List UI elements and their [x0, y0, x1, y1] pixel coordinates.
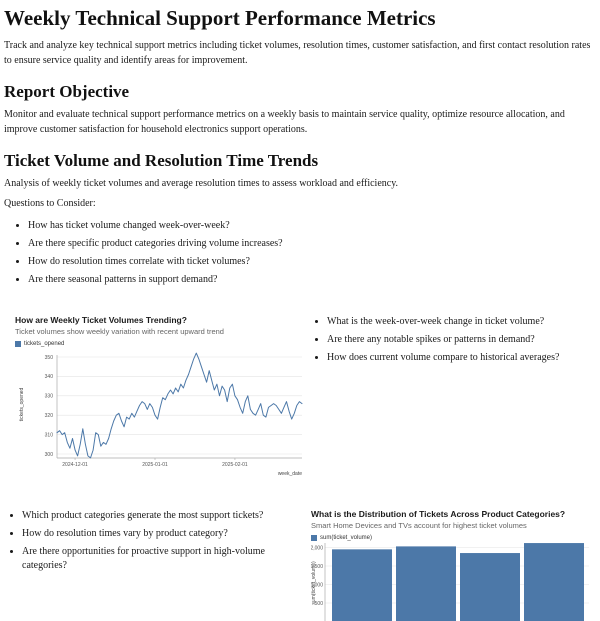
x-tick-label: 2025-02-01 [222, 462, 248, 468]
legend-swatch [15, 341, 21, 347]
bar-chart-card: What is the Distribution of Tickets Acro… [309, 503, 600, 621]
intro-text: Track and analyze key technical support … [4, 40, 591, 66]
x-tick-label: 2025-01-01 [142, 462, 168, 468]
questions-list: How has ticket volume changed week-over-… [4, 219, 596, 287]
y-tick-label: 320 [45, 413, 54, 419]
questions-label: Questions to Consider: [4, 197, 96, 209]
volume-trends-row: How are Weekly Ticket Volumes Trending? … [4, 309, 596, 479]
legend-label: sum(ticket_volume) [320, 535, 373, 541]
chart-legend: tickets_opened [15, 341, 309, 347]
legend-swatch [311, 535, 317, 541]
volume-questions-col: What is the week-over-week change in tic… [309, 309, 596, 369]
y-axis-title: sum(ticket_volume) [311, 561, 317, 605]
volume-questions-list: What is the week-over-week change in tic… [309, 315, 596, 365]
category-questions-col: Which product categories generate the mo… [4, 503, 309, 577]
y-tick-label: 330 [45, 394, 54, 400]
category-distribution-row: Which product categories generate the mo… [4, 503, 600, 621]
y-tick-label: 340 [45, 374, 54, 380]
list-item: Are there opportunities for proactive su… [22, 545, 309, 573]
list-item: How do resolution times vary by product … [22, 527, 309, 541]
chart-legend: sum(ticket_volume) [311, 535, 600, 541]
chart-subtitle: Ticket volumes show weekly variation wit… [15, 327, 224, 336]
legend-label: tickets_opened [24, 341, 65, 347]
chart-title: How are Weekly Ticket Volumes Trending? [15, 315, 187, 325]
category-bar [396, 546, 456, 621]
report-objective-text: Monitor and evaluate technical support p… [4, 109, 565, 135]
x-axis-title: week_date [278, 471, 302, 477]
list-item: Are there specific product categories dr… [28, 237, 596, 251]
y-axis-title: tickets_opened [19, 387, 25, 421]
category-questions-list: Which product categories generate the mo… [4, 509, 309, 573]
list-item: How has ticket volume changed week-over-… [28, 219, 596, 233]
page-title: Weekly Technical Support Performance Met… [4, 6, 436, 30]
y-tick-label: 300 [45, 452, 54, 458]
trends-description: Analysis of weekly ticket volumes and av… [4, 178, 399, 189]
line-chart-card: How are Weekly Ticket Volumes Trending? … [4, 309, 309, 479]
list-item: What is the week-over-week change in tic… [327, 315, 596, 329]
category-bar [524, 543, 584, 621]
y-tick-label: 1,500 [311, 564, 323, 570]
list-item: How does current volume compare to histo… [327, 351, 596, 365]
list-item: Are there seasonal patterns in support d… [28, 273, 596, 287]
list-item: How do resolution times correlate with t… [28, 255, 596, 269]
line-chart-plot: 300 310 320 330 340 350 2024-12-01 2025-01-01 20… [19, 352, 303, 477]
section-heading-report-objective: Report Objective [4, 82, 130, 101]
y-tick-label: 310 [45, 432, 54, 438]
list-item: Which product categories generate the mo… [22, 509, 309, 523]
tickets-opened-line [56, 352, 303, 459]
section-heading-trends: Ticket Volume and Resolution Time Trends [4, 151, 319, 170]
chart-subtitle: Smart Home Devices and TVs account for h… [311, 521, 527, 530]
category-bar [460, 553, 520, 621]
y-tick-label: 350 [45, 355, 54, 361]
chart-title: What is the Distribution of Tickets Acro… [311, 509, 566, 519]
report-page: Weekly Technical Support Performance Met… [0, 6, 600, 621]
list-item: Are there any notable spikes or patterns… [327, 333, 596, 347]
x-tick-label: 2024-12-01 [62, 462, 88, 468]
y-tick-label: 2,000 [311, 545, 323, 551]
y-tick-label: 1,000 [311, 582, 323, 588]
category-bar [332, 549, 392, 621]
